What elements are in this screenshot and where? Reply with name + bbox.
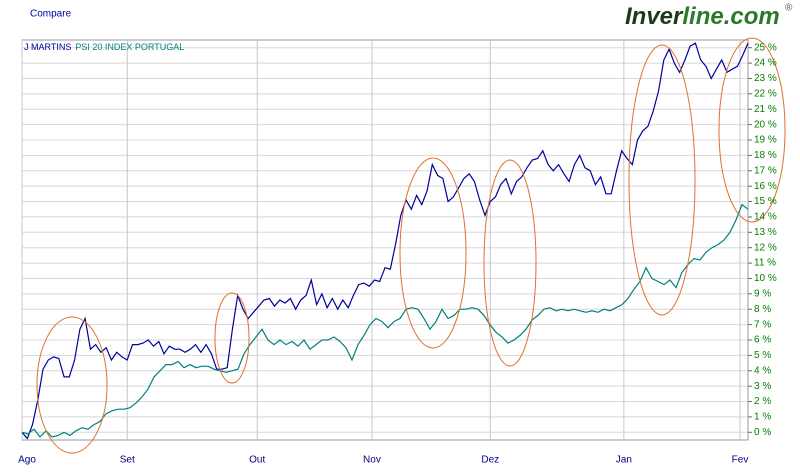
x-tick-label: Ago xyxy=(18,455,36,466)
y-tick-label: 19 % xyxy=(754,135,777,146)
page-title: Compare xyxy=(30,9,72,20)
y-tick-label: 9 % xyxy=(754,288,771,299)
x-tick-label: Nov xyxy=(363,455,381,466)
y-tick-label: 1 % xyxy=(754,412,771,423)
legend-entry: J MARTINS xyxy=(24,42,71,52)
y-tick-label: 13 % xyxy=(754,227,777,238)
y-tick-label: 7 % xyxy=(754,319,771,330)
x-tick-label: Set xyxy=(120,455,135,466)
y-tick-label: 20 % xyxy=(754,119,777,130)
y-tick-label: 12 % xyxy=(754,242,777,253)
y-tick-label: 21 % xyxy=(754,104,777,115)
highlight-ellipse xyxy=(628,44,696,316)
x-tick-label: Dez xyxy=(481,455,499,466)
x-tick-label: Out xyxy=(249,455,265,466)
y-tick-label: 23 % xyxy=(754,73,777,84)
y-tick-label: 0 % xyxy=(754,427,771,438)
y-tick-label: 18 % xyxy=(754,150,777,161)
y-tick-label: 15 % xyxy=(754,196,777,207)
logo-part: Inver xyxy=(625,3,684,30)
grid xyxy=(21,40,752,440)
highlight-ellipse xyxy=(36,316,108,454)
legend: J MARTINS PSI 20 INDEX PORTUGAL xyxy=(24,42,184,52)
y-tick-label: 24 % xyxy=(754,58,777,69)
x-tick-label: Jan xyxy=(616,455,632,466)
series-line xyxy=(21,203,749,438)
y-tick-label: 8 % xyxy=(754,304,771,315)
y-tick-label: 11 % xyxy=(754,258,776,269)
lines xyxy=(21,42,749,440)
y-tick-label: 3 % xyxy=(754,381,771,392)
y-tick-label: 17 % xyxy=(754,165,777,176)
y-tick-label: 16 % xyxy=(754,181,777,192)
logo-mark: ® xyxy=(785,3,793,14)
plot-area xyxy=(21,39,749,441)
legend-entry: PSI 20 INDEX PORTUGAL xyxy=(75,42,184,52)
x-tick-label: Fev xyxy=(732,455,749,466)
y-tick-label: 6 % xyxy=(754,335,771,346)
y-tick-label: 5 % xyxy=(754,350,771,361)
y-tick-label: 14 % xyxy=(754,212,777,223)
highlight-ellipse xyxy=(399,157,467,349)
highlight-ellipse xyxy=(718,37,786,223)
y-tick-label: 22 % xyxy=(754,88,777,99)
highlight-ellipse xyxy=(214,292,250,384)
y-tick-label: 10 % xyxy=(754,273,777,284)
y-tick-label: 2 % xyxy=(754,396,771,407)
logo: Inverline.com xyxy=(625,3,780,30)
highlight-ellipse xyxy=(483,159,537,367)
logo-part: line.com xyxy=(682,3,779,30)
y-tick-label: 25 % xyxy=(754,42,777,53)
y-tick-label: 4 % xyxy=(754,365,771,376)
series-line xyxy=(21,42,749,440)
annotations xyxy=(36,37,786,454)
